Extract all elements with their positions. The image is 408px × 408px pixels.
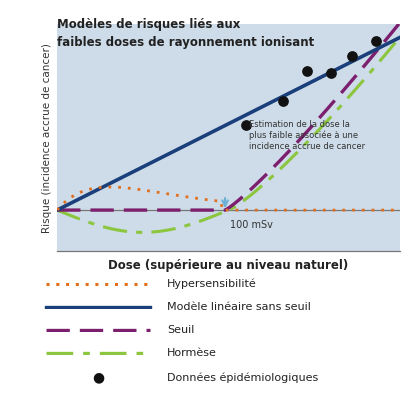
Text: ●: ● (92, 370, 104, 384)
Point (242, 122, 249, 128)
Point (348, 53, 355, 59)
Text: Hormèse: Hormèse (167, 348, 217, 358)
Text: Modèle linéaire sans seuil: Modèle linéaire sans seuil (167, 302, 311, 312)
Point (373, 38, 379, 44)
Text: Hypersensibilité: Hypersensibilité (167, 278, 257, 289)
Point (280, 98, 286, 104)
Point (304, 68, 310, 74)
Text: Dose (supérieure au niveau naturel): Dose (supérieure au niveau naturel) (109, 259, 348, 272)
Text: 100 mSv: 100 mSv (230, 220, 273, 230)
Text: Estimation de la dose la
plus faible associée à une
incidence accrue de cancer: Estimation de la dose la plus faible ass… (249, 120, 365, 151)
Text: Modèles de risques liés aux
faibles doses de rayonnement ionisant: Modèles de risques liés aux faibles dose… (57, 18, 315, 49)
Y-axis label: Risque (incidence accrue de cancer): Risque (incidence accrue de cancer) (42, 43, 51, 233)
Point (328, 69, 335, 76)
Text: Seuil: Seuil (167, 325, 195, 335)
Text: Données épidémiologiques: Données épidémiologiques (167, 372, 319, 383)
